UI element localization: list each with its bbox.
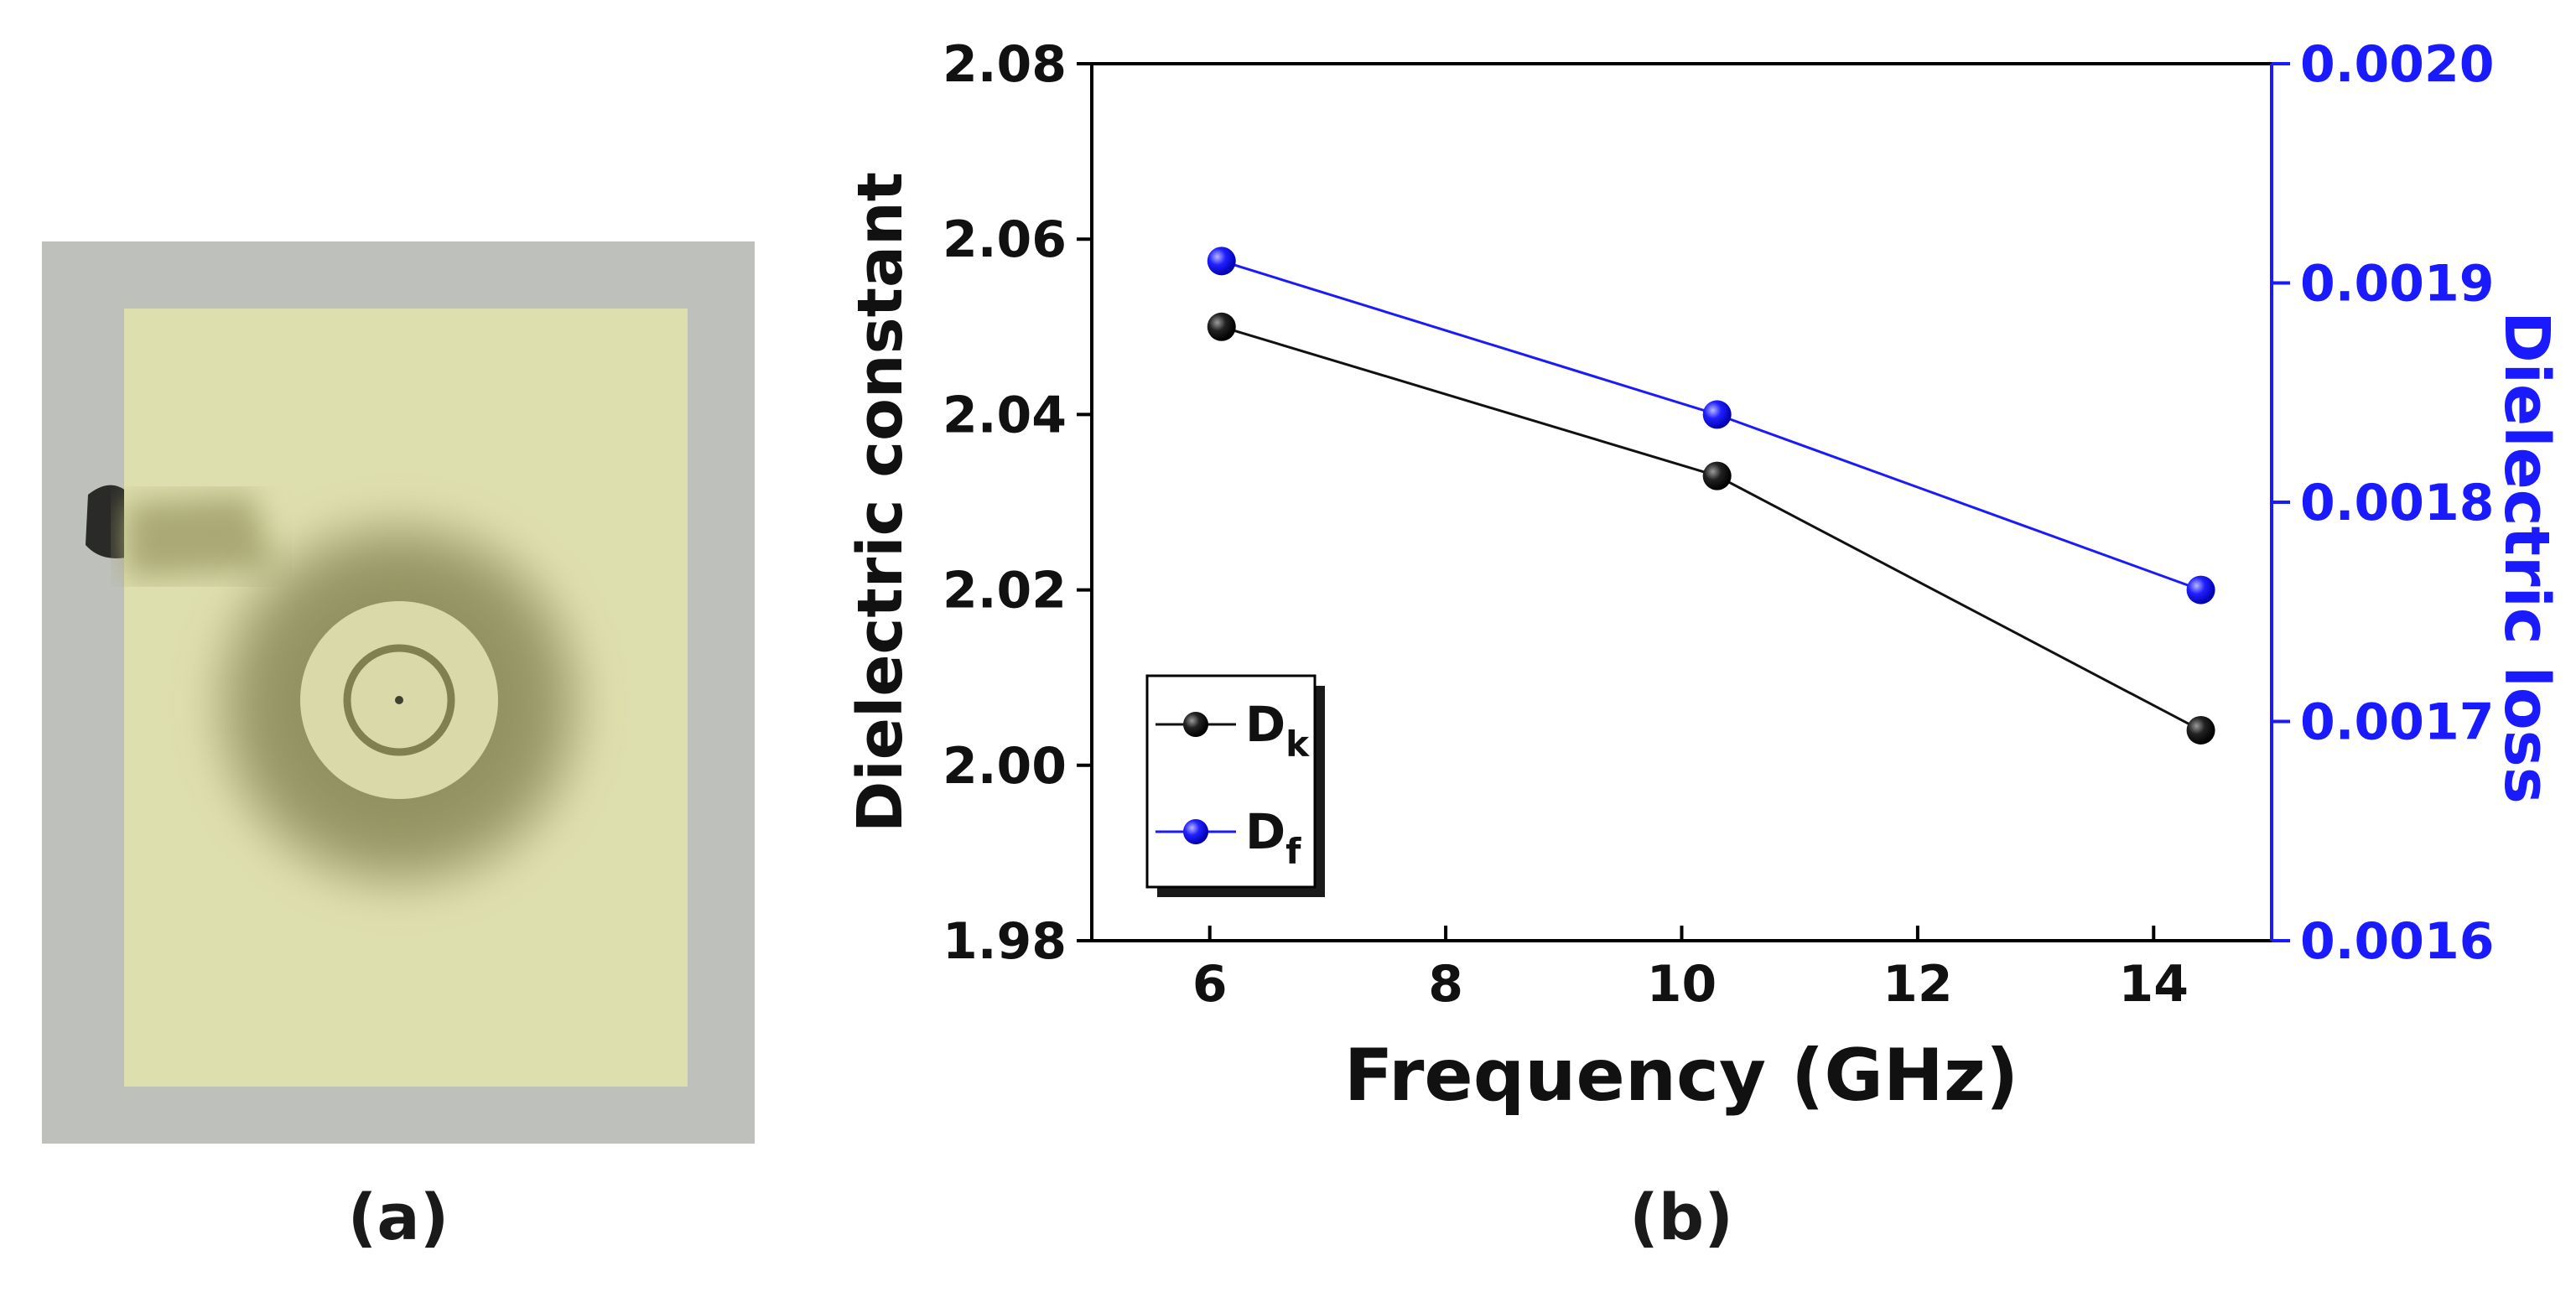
y-tick-label: 2.00 xyxy=(943,737,1067,796)
x-axis-label: Frequency (GHz) xyxy=(1344,1034,2019,1118)
y2-axis-label: Dielectric loss xyxy=(2490,311,2563,804)
legend-dk-name: D xyxy=(1245,696,1285,753)
y2-tick-label: 0.0017 xyxy=(2300,693,2495,752)
connector-stub xyxy=(86,485,126,558)
y-tick-label: 2.08 xyxy=(943,35,1067,94)
y2-tick-label: 0.0016 xyxy=(2300,912,2495,971)
x-tick-label: 8 xyxy=(1428,955,1463,1014)
data-point-df xyxy=(1207,246,1236,276)
legend-dk-sub: k xyxy=(1285,724,1310,765)
dielectric-chart: 6 8 10 12 14 1.98 2.00 2.02 2.04 2.06 2.08 0.0016… xyxy=(844,35,2563,1118)
series-points xyxy=(1207,246,2215,745)
data-point-dk xyxy=(1702,461,1732,490)
legend-entry-dk: Dk xyxy=(1156,696,1310,765)
svg-text:Df: Df xyxy=(1245,803,1301,872)
data-point-df xyxy=(2186,575,2215,604)
x-axis: 6 8 10 12 14 xyxy=(1192,926,2189,1014)
y2-tick-label: 0.0019 xyxy=(2300,255,2495,314)
legend-df-sub: f xyxy=(1285,831,1301,872)
data-point-dk xyxy=(2186,715,2215,745)
legend: Dk Df xyxy=(1145,674,1325,897)
x-tick-label: 6 xyxy=(1192,955,1228,1014)
svg-text:Dk: Dk xyxy=(1245,696,1310,765)
resonator-ring xyxy=(343,644,455,756)
data-point-dk xyxy=(1207,312,1236,341)
y-tick-label: 2.04 xyxy=(943,386,1067,444)
panel-a-label: (a) xyxy=(348,1180,449,1254)
y-tick-label: 2.02 xyxy=(943,562,1067,620)
series-lines xyxy=(1221,259,2202,732)
x-tick-label: 14 xyxy=(2119,955,2189,1014)
x-tick-label: 12 xyxy=(1883,955,1953,1014)
y-axis-left: 1.98 2.00 2.02 2.04 2.06 2.08 xyxy=(943,35,1092,971)
y2-tick-label: 0.0020 xyxy=(2300,35,2495,94)
fixture-photo xyxy=(42,241,755,1144)
data-point-df xyxy=(1702,400,1732,429)
y2-tick-label: 0.0018 xyxy=(2300,474,2495,532)
y-axis-label: Dielectric constant xyxy=(844,172,917,833)
y-tick-label: 2.06 xyxy=(943,210,1067,269)
legend-entry-df: Df xyxy=(1156,803,1301,872)
y-tick-label: 1.98 xyxy=(943,912,1067,971)
legend-df-name: D xyxy=(1245,803,1285,860)
series-line-dk xyxy=(1221,325,2202,732)
panel-b-label: (b) xyxy=(1629,1180,1733,1254)
x-tick-label: 10 xyxy=(1647,955,1717,1014)
y-axis-right: 0.0016 0.0017 0.0018 0.0019 0.0020 xyxy=(2272,35,2495,971)
